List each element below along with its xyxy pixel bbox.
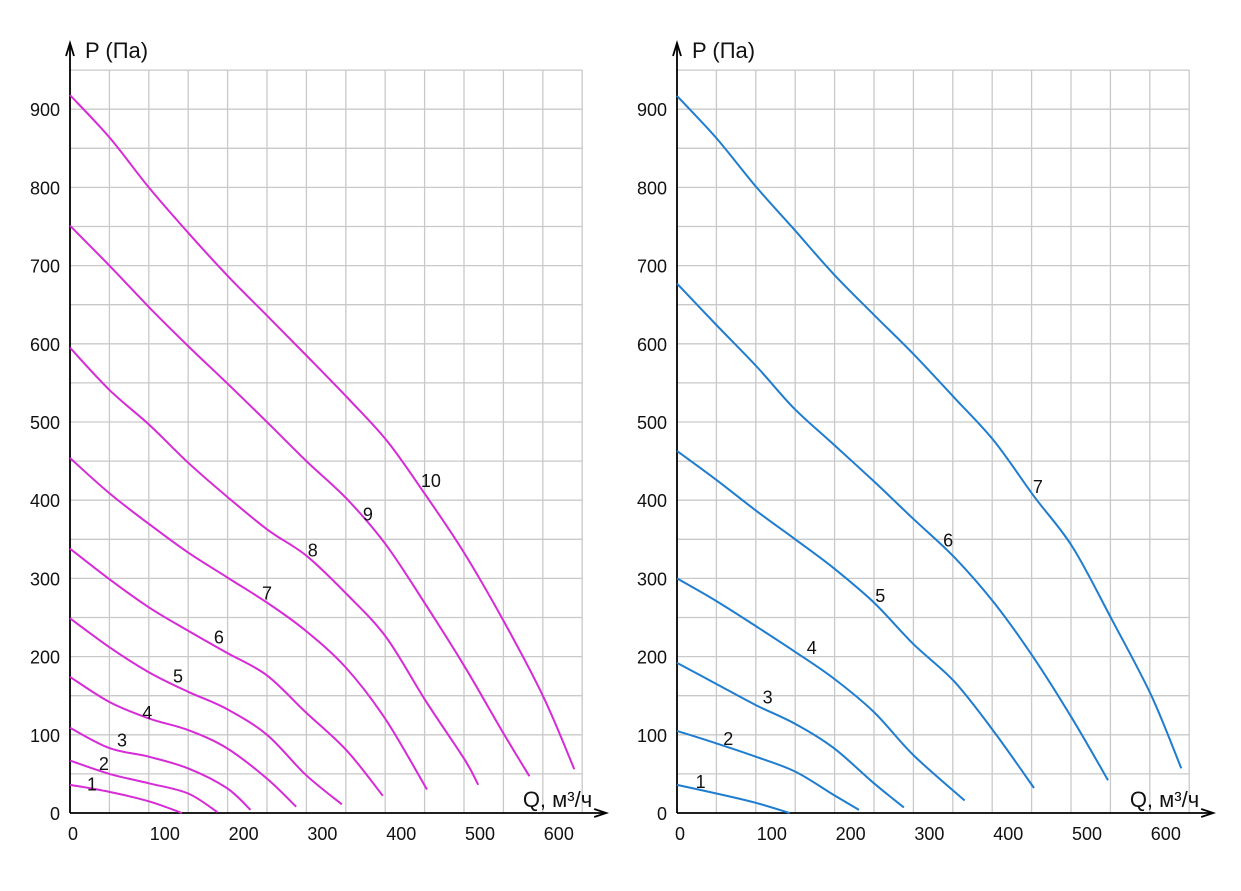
y-tick-label: 100 <box>637 726 667 746</box>
x-tick-label: 100 <box>757 824 787 844</box>
y-tick-label: 700 <box>30 257 60 277</box>
y-tick-label: 300 <box>637 569 667 589</box>
curve-8 <box>69 347 480 786</box>
y-tick-label: 100 <box>30 726 60 746</box>
curve-label-1: 1 <box>87 774 97 794</box>
curve-5 <box>676 450 1035 789</box>
curve-1 <box>676 783 790 814</box>
y-tick-label: 600 <box>30 335 60 355</box>
x-tick-label: 600 <box>1151 824 1181 844</box>
curve-3 <box>69 726 252 811</box>
x-axis-arrow-icon <box>1200 808 1217 818</box>
y-tick-label: 500 <box>637 413 667 433</box>
curve-label-2: 2 <box>99 754 109 774</box>
curve-4 <box>676 577 966 802</box>
curve-label-4: 4 <box>142 703 152 723</box>
y-axis-arrow-icon <box>65 39 75 57</box>
x-tick-label: 0 <box>68 824 78 844</box>
curve-5 <box>69 617 343 806</box>
x-tick-label: 200 <box>836 824 866 844</box>
curve-7 <box>676 95 1183 769</box>
curve-label-6: 6 <box>214 627 224 647</box>
grid <box>677 69 1190 813</box>
y-tick-label: 800 <box>30 178 60 198</box>
x-tick-label: 0 <box>675 824 685 844</box>
y-tick-label: 300 <box>30 569 60 589</box>
curve-label-10: 10 <box>421 471 441 491</box>
y-tick-label: 200 <box>637 648 667 668</box>
curve-label-5: 5 <box>173 666 183 686</box>
y-tick-label: 900 <box>637 100 667 120</box>
curve-1 <box>69 783 183 814</box>
curve-9 <box>69 225 531 777</box>
curve-label-5: 5 <box>875 586 885 606</box>
y-tick-label: 900 <box>30 100 60 120</box>
y-axis-title: P (Па) <box>85 38 148 63</box>
y-tick-label: 0 <box>657 804 667 824</box>
curve-7 <box>69 457 428 791</box>
curve-6 <box>69 547 384 797</box>
curve-label-8: 8 <box>308 540 318 560</box>
y-tick-label: 800 <box>637 178 667 198</box>
y-axis-title: P (Па) <box>692 38 755 63</box>
y-tick-label: 400 <box>30 491 60 511</box>
curve-label-6: 6 <box>943 530 953 550</box>
y-tick-label: 200 <box>30 648 60 668</box>
chart-1: 0 100 200 300 400 500 600 700 800 900 0 100 200 300 40… <box>30 38 610 844</box>
x-axis-title: Q, м³/ч <box>523 787 592 812</box>
x-axis-title: Q, м³/ч <box>1130 787 1199 812</box>
y-axis-arrow-icon <box>672 39 682 57</box>
curve-label-3: 3 <box>117 730 127 750</box>
x-tick-label: 600 <box>544 824 574 844</box>
curve-4 <box>69 676 297 808</box>
curve-label-2: 2 <box>723 729 733 749</box>
grid <box>70 69 583 813</box>
chart-2: 0 100 200 300 400 500 600 700 800 900 0 100 200 300 40… <box>637 38 1217 844</box>
y-tick-label: 400 <box>637 491 667 511</box>
curve-label-9: 9 <box>363 504 373 524</box>
curve-2 <box>69 759 218 814</box>
x-tick-label: 500 <box>1072 824 1102 844</box>
curve-2 <box>676 729 860 811</box>
curve-3 <box>676 661 905 809</box>
y-tick-label: 0 <box>50 804 60 824</box>
y-tick-label: 700 <box>637 257 667 277</box>
y-tick-label: 500 <box>30 413 60 433</box>
x-tick-label: 400 <box>993 824 1023 844</box>
y-tick-label: 600 <box>637 335 667 355</box>
curve-10 <box>69 94 576 770</box>
curve-label-7: 7 <box>262 583 272 603</box>
curve-6 <box>676 282 1109 781</box>
x-tick-label: 400 <box>386 824 416 844</box>
curve-label-7: 7 <box>1033 477 1043 497</box>
x-axis-arrow-icon <box>593 808 610 818</box>
x-tick-label: 300 <box>307 824 337 844</box>
x-tick-label: 500 <box>465 824 495 844</box>
curve-label-3: 3 <box>763 687 773 707</box>
curve-label-1: 1 <box>696 772 706 792</box>
curve-label-4: 4 <box>807 638 817 658</box>
x-tick-label: 100 <box>150 824 180 844</box>
x-tick-label: 200 <box>229 824 259 844</box>
x-tick-label: 300 <box>914 824 944 844</box>
